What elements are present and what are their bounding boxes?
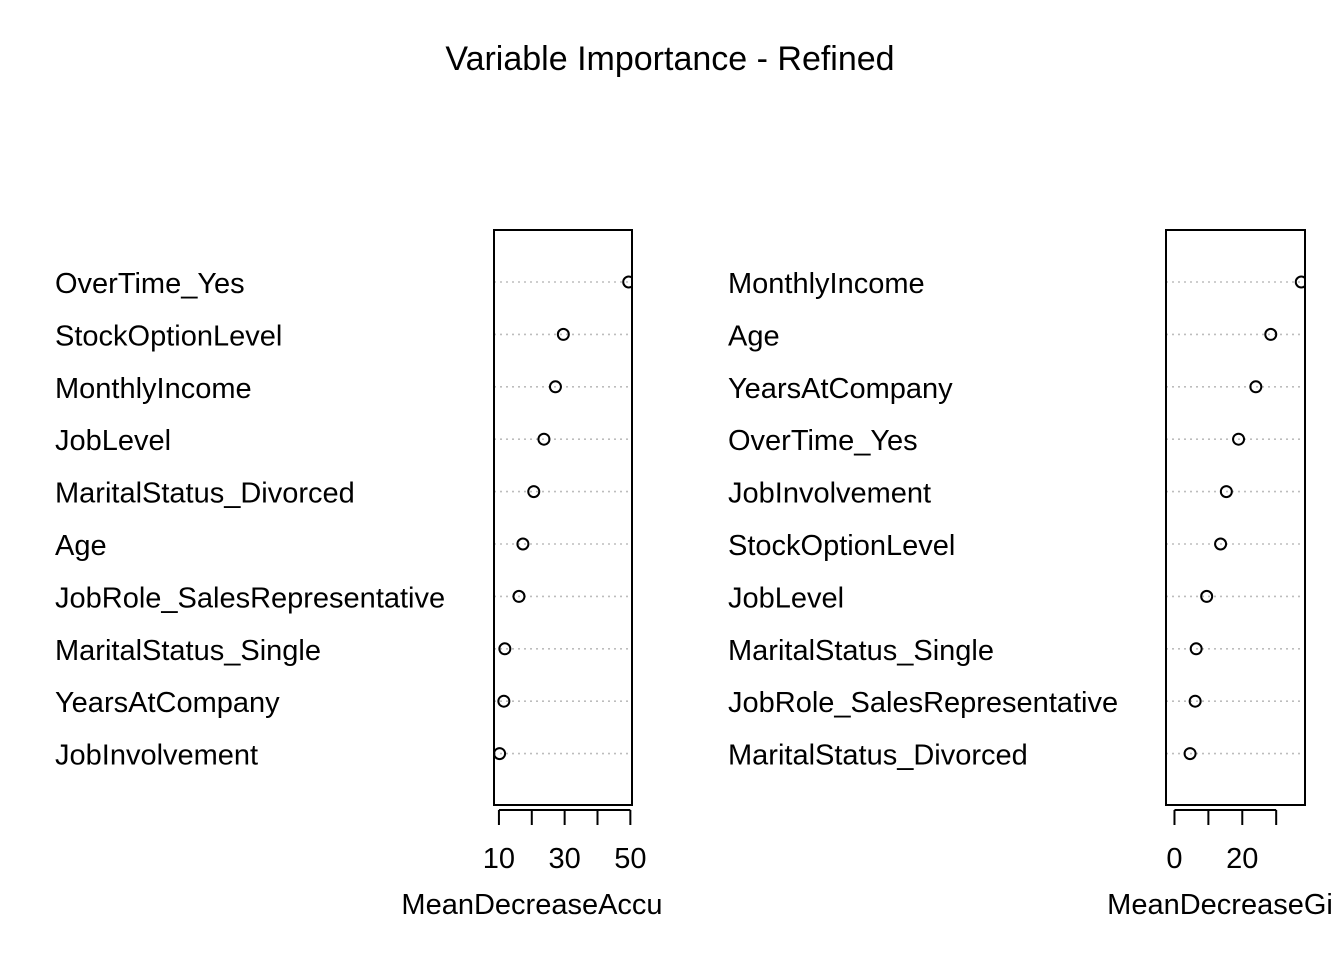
data-point — [548, 380, 562, 394]
variable-label: YearsAtCompany — [728, 373, 953, 405]
variable-label: MonthlyIncome — [728, 268, 925, 300]
data-point — [622, 275, 632, 289]
data-point — [1249, 380, 1263, 394]
x-tick-label: 10 — [483, 843, 515, 875]
data-point — [1219, 485, 1233, 499]
data-point — [1188, 694, 1202, 708]
variable-label: StockOptionLevel — [728, 530, 955, 562]
x-axis-title: MeanDecreaseAccu — [401, 889, 662, 921]
variable-label: JobRole_SalesRepresentative — [55, 582, 445, 614]
variable-label: StockOptionLevel — [55, 320, 282, 352]
variable-label: JobRole_SalesRepresentative — [728, 687, 1118, 719]
data-point — [556, 327, 570, 341]
variable-label: JobInvolvement — [55, 740, 258, 772]
data-point — [498, 642, 512, 656]
data-point — [1183, 747, 1197, 761]
variable-label: MaritalStatus_Divorced — [728, 740, 1028, 772]
variable-label: MonthlyIncome — [55, 373, 252, 405]
data-point — [537, 432, 551, 446]
variable-label: JobInvolvement — [728, 478, 931, 510]
variable-label: YearsAtCompany — [55, 687, 280, 719]
chart-title: Variable Importance - Refined — [445, 40, 894, 78]
data-point — [516, 537, 530, 551]
variable-label: JobLevel — [728, 582, 844, 614]
x-tick-label: 30 — [549, 843, 581, 875]
plot-frame — [493, 229, 633, 806]
variable-label: MaritalStatus_Single — [55, 635, 321, 667]
data-point — [1200, 589, 1214, 603]
data-point — [1264, 327, 1278, 341]
plot-frame — [1165, 229, 1306, 806]
data-point — [512, 589, 526, 603]
variable-label: OverTime_Yes — [728, 425, 918, 457]
grid-lines — [494, 275, 632, 761]
x-tick-label: 20 — [1226, 843, 1258, 875]
variable-label: JobLevel — [55, 425, 171, 457]
panel-mean-decrease-accuracy: OverTime_Yes StockOptionLevel MonthlyIncom… — [55, 229, 663, 921]
x-tick-label: 50 — [614, 843, 646, 875]
variable-label: OverTime_Yes — [55, 268, 245, 300]
data-point — [1189, 642, 1203, 656]
panel-mean-decrease-gini: MonthlyIncome Age YearsAtCompany OverTime_Y… — [728, 229, 1333, 921]
variable-label: MaritalStatus_Single — [728, 635, 994, 667]
variable-label: Age — [728, 320, 780, 352]
data-point — [1214, 537, 1228, 551]
data-point — [1294, 275, 1305, 289]
grid-lines — [1166, 275, 1305, 761]
variable-label: MaritalStatus_Divorced — [55, 478, 355, 510]
x-axis-title: MeanDecreaseGi — [1107, 889, 1333, 921]
data-point — [1232, 432, 1246, 446]
data-point — [497, 694, 511, 708]
data-point — [527, 485, 541, 499]
variable-label: Age — [55, 530, 107, 562]
x-tick-label: 0 — [1166, 843, 1182, 875]
